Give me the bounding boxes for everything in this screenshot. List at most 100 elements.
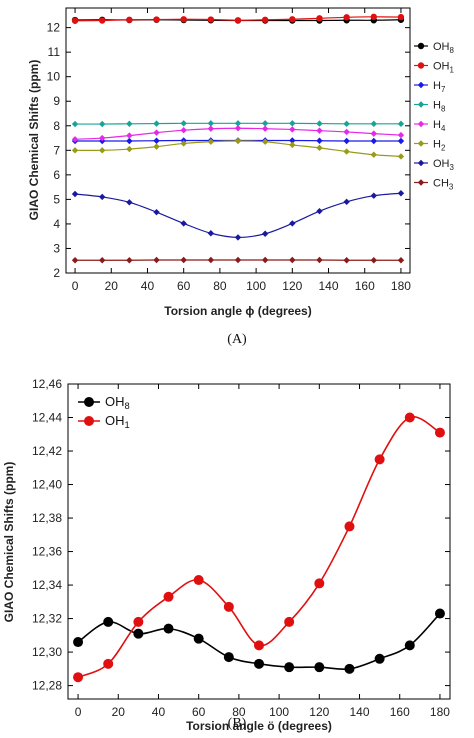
legend-marker-OH1 [84, 416, 94, 426]
x-tick-label: 20 [105, 279, 119, 293]
data-point-H4 [343, 128, 350, 136]
x-tick-label: 40 [141, 279, 155, 293]
data-point-H8 [343, 120, 350, 128]
y-tick-label: 12,38 [32, 511, 62, 525]
chart-b: 0 20 40 60 80 100 120 140 160 180 12,28 12,30 12,32 1… [2, 377, 451, 733]
data-point-OH1 [153, 16, 160, 23]
data-point-OH1 [316, 15, 323, 22]
data-point-OH1 [234, 17, 242, 24]
chart-a-plot-frame [65, 7, 411, 274]
legend-label-H2: H2 [433, 139, 445, 153]
x-tick-label: 60 [177, 279, 191, 293]
data-point-H2 [397, 153, 405, 160]
y-tick-label: 12,46 [32, 377, 62, 391]
legend-marker-OH3 [417, 159, 425, 167]
data-point-H7 [397, 137, 405, 145]
legend-marker-OH8 [417, 42, 425, 50]
legend-marker-CH3 [417, 179, 425, 186]
legend-label-OH3: OH3 [433, 158, 455, 172]
y-tick-label: 12,30 [32, 645, 62, 659]
data-point-H4 [126, 132, 133, 139]
data-point-CH3 [99, 257, 106, 264]
data-point-OH1 [374, 454, 385, 465]
data-point-H7 [289, 137, 296, 144]
data-point-OH3 [180, 220, 187, 227]
data-point-H2 [126, 145, 133, 153]
data-point-OH8 [73, 637, 84, 648]
data-point-OH1 [163, 591, 174, 602]
data-point-H8 [261, 120, 269, 127]
data-point-OH8 [163, 623, 174, 634]
data-point-CH3 [153, 256, 160, 264]
data-point-CH3 [126, 257, 133, 264]
y-tick-label: 12,34 [32, 578, 62, 592]
data-point-OH3 [207, 230, 215, 237]
legend-label-CH3: CH3 [433, 178, 454, 192]
data-point-OH3 [99, 193, 106, 201]
chart-b-caption: (B) [227, 716, 247, 731]
data-point-OH1 [126, 16, 133, 23]
data-point-CH3 [370, 257, 377, 264]
x-tick-label: 140 [319, 279, 339, 293]
data-point-H2 [99, 147, 106, 154]
data-point-H7 [343, 137, 350, 145]
y-tick-label: 5 [53, 192, 60, 206]
data-point-H7 [153, 137, 160, 144]
y-tick-label: 8 [53, 119, 60, 133]
data-point-H8 [289, 120, 296, 127]
data-point-CH3 [343, 257, 350, 264]
data-point-H2 [71, 147, 79, 154]
x-tick-label: 0 [75, 705, 82, 719]
data-point-CH3 [71, 257, 79, 264]
data-point-H8 [126, 120, 133, 128]
data-point-OH3 [397, 190, 405, 197]
data-point-H2 [261, 138, 269, 145]
chart-b-x-axis-label: Torsion angle ö (degrees) [186, 719, 332, 733]
data-point-OH1 [254, 640, 264, 651]
data-point-CH3 [316, 256, 323, 264]
y-tick-label: 12,36 [32, 545, 62, 559]
y-tick-label: 6 [53, 168, 60, 182]
data-point-OH1 [99, 17, 106, 24]
x-tick-label: 0 [72, 279, 79, 293]
data-point-H2 [316, 144, 323, 152]
data-point-OH3 [261, 230, 269, 237]
data-point-CH3 [397, 257, 405, 264]
chart-a-y-axis-label: GIAO Chemical Shifts (ppm) [27, 60, 41, 221]
y-tick-label: 12 [47, 21, 61, 35]
data-point-CH3 [261, 256, 269, 264]
data-point-OH8 [193, 633, 204, 644]
y-tick-label: 2 [53, 266, 60, 280]
x-tick-label: 120 [309, 705, 329, 719]
legend-marker-H8 [417, 101, 425, 108]
data-point-OH8 [223, 652, 234, 663]
data-point-OH3 [289, 220, 296, 227]
data-point-H4 [397, 131, 405, 139]
y-tick-label: 12,32 [32, 612, 62, 626]
data-point-OH3 [234, 234, 242, 241]
data-point-H7 [126, 137, 133, 145]
data-point-H2 [234, 137, 242, 145]
data-point-H8 [316, 120, 323, 127]
x-tick-label: 160 [390, 705, 410, 719]
legend-label-OH1: OH1 [105, 413, 130, 430]
x-tick-label: 20 [112, 705, 126, 719]
legend-label-H4: H4 [433, 119, 446, 133]
data-point-CH3 [234, 256, 242, 264]
x-tick-label: 180 [430, 705, 450, 719]
x-tick-label: 80 [213, 279, 227, 293]
data-point-H4 [316, 127, 323, 134]
data-point-H2 [289, 141, 296, 149]
data-point-OH1 [344, 521, 355, 532]
data-point-OH1 [223, 601, 234, 612]
data-point-OH1 [284, 616, 295, 627]
data-point-H8 [99, 120, 106, 128]
legend-marker-OH8 [84, 397, 94, 407]
data-point-OH3 [153, 208, 160, 216]
data-point-OH8 [344, 663, 355, 674]
chart-b-y-axis-label: GIAO Chemical Shifts (ppm) [2, 462, 16, 623]
data-point-H4 [71, 136, 79, 143]
legend-label-H7: H7 [433, 80, 445, 94]
chart-a-legend: OH8 OH1 H7 H8 H4 H2 OH3 CH3 [414, 41, 455, 192]
